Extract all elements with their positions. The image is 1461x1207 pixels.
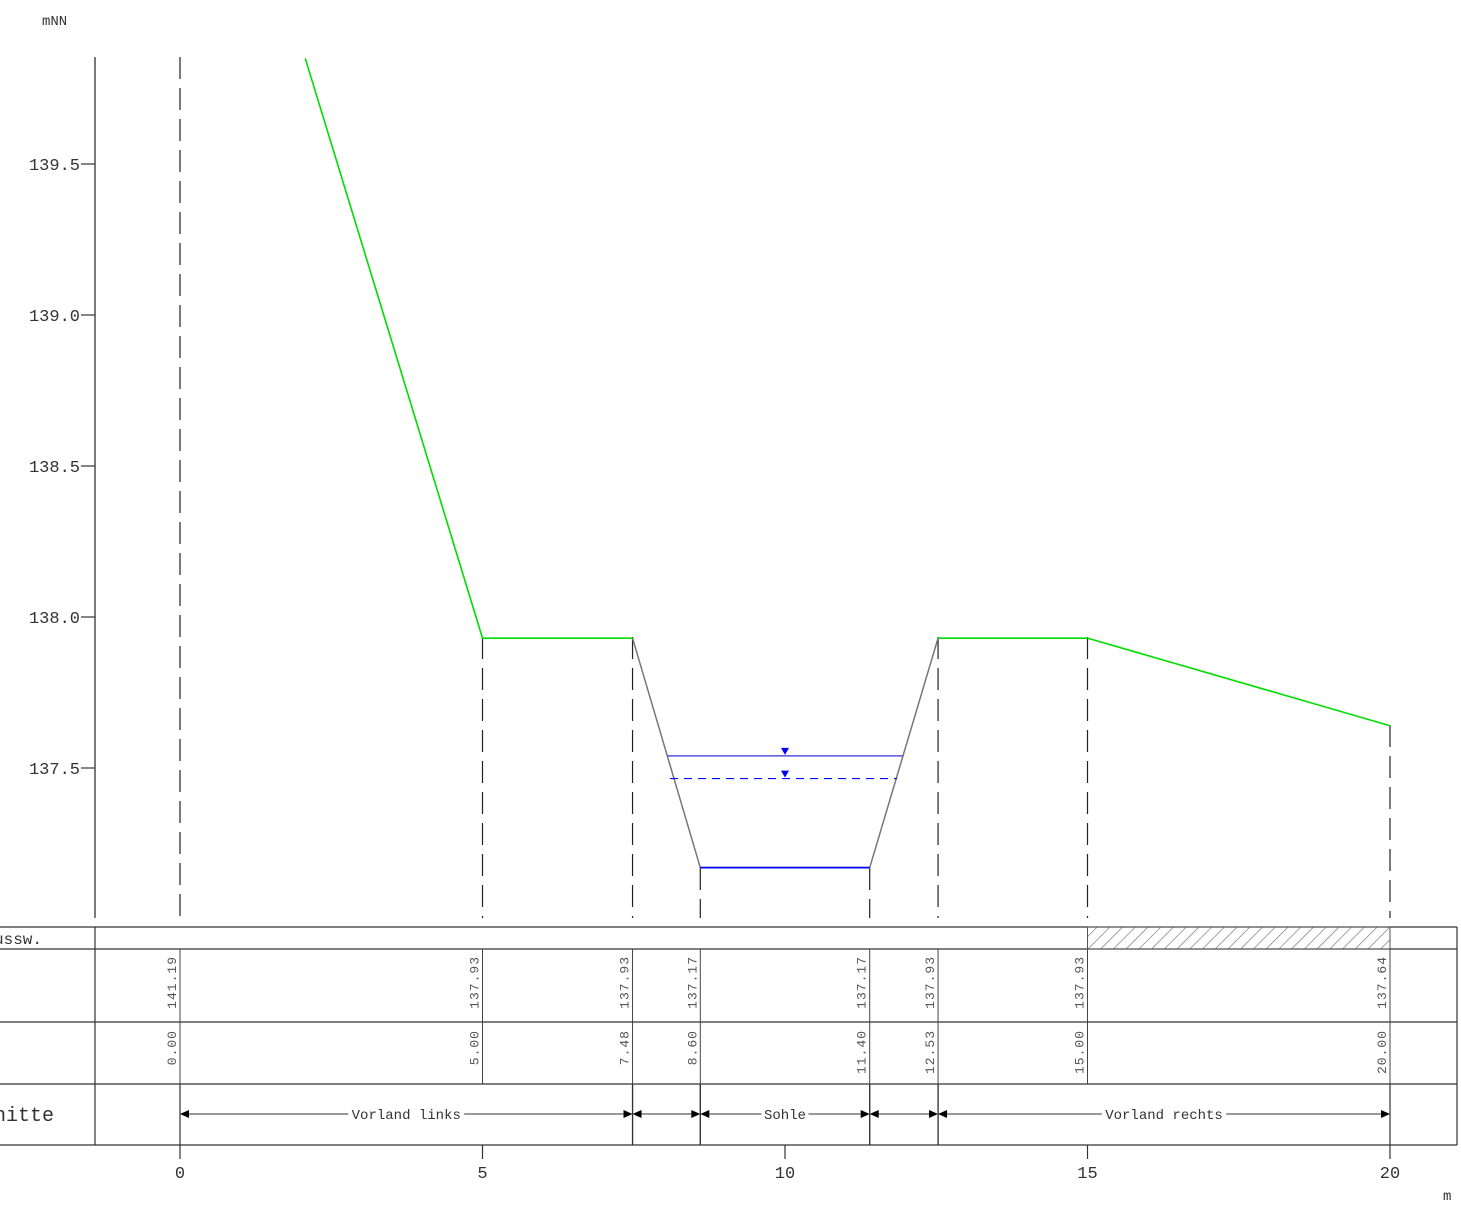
y-axis-unit: mNN — [42, 14, 67, 30]
arrow-right-icon — [691, 1110, 701, 1118]
segment-label-bg — [348, 1105, 465, 1121]
elevation-value: 141.19 — [165, 956, 180, 1009]
segment-label: Vorland links — [352, 1108, 461, 1124]
x-tick-label: 20 — [1380, 1165, 1400, 1184]
segment-label-bg — [761, 1105, 809, 1121]
elevation-value: 137.93 — [468, 956, 483, 1009]
water-level-marker-icon — [781, 770, 789, 778]
terrain-left-line — [304, 58, 633, 639]
elevation-value: 137.93 — [1073, 956, 1088, 1009]
elevation-value: 137.93 — [618, 956, 633, 1009]
arrow-left-icon — [938, 1110, 948, 1118]
arrow-left-icon — [632, 1110, 642, 1118]
distance-value: 11.40 — [855, 1030, 870, 1074]
arrow-left-icon — [869, 1110, 879, 1118]
arrow-right-icon — [623, 1110, 633, 1118]
distance-value: 15.00 — [1073, 1030, 1088, 1074]
arrow-left-icon — [700, 1110, 710, 1118]
elevation-value: 137.17 — [855, 956, 870, 1009]
y-tick-label: 137.5 — [29, 761, 80, 780]
distance-value: 12.53 — [923, 1030, 938, 1074]
elevation-value: 137.64 — [1375, 956, 1390, 1009]
hatched-zone — [1087, 926, 1391, 950]
segment-label: Vorland rechts — [1105, 1108, 1223, 1124]
distance-value: 0.00 — [165, 1030, 180, 1065]
elevation-value: 137.93 — [923, 956, 938, 1009]
x-tick-label: 5 — [477, 1165, 487, 1184]
arrow-right-icon — [860, 1110, 870, 1118]
distance-value: 5.00 — [468, 1030, 483, 1065]
segment-label: Sohle — [764, 1108, 806, 1124]
x-tick-label: 0 — [175, 1165, 185, 1184]
y-tick-label: 138.0 — [29, 610, 80, 629]
water-level-marker-icon — [781, 747, 789, 755]
terrain-right-line — [938, 637, 1391, 727]
y-tick-label: 138.5 — [29, 459, 80, 478]
elevation-value: 137.17 — [685, 956, 700, 1009]
row-label-1: ussw. — [0, 931, 42, 949]
x-axis-unit: m — [1443, 1189, 1451, 1205]
arrow-right-icon — [929, 1110, 939, 1118]
x-tick-label: 15 — [1077, 1165, 1097, 1184]
distance-value: 8.60 — [685, 1030, 700, 1065]
arrow-right-icon — [1381, 1110, 1390, 1118]
distance-value: 20.00 — [1375, 1030, 1390, 1074]
y-tick-label: 139.5 — [29, 157, 80, 176]
row-label-4: nitte — [0, 1105, 54, 1128]
x-tick-label: 10 — [775, 1165, 795, 1184]
arrow-left-icon — [180, 1110, 189, 1118]
y-tick-label: 139.0 — [29, 308, 80, 327]
distance-value: 7.48 — [618, 1030, 633, 1065]
segment-label-bg — [1101, 1105, 1227, 1121]
